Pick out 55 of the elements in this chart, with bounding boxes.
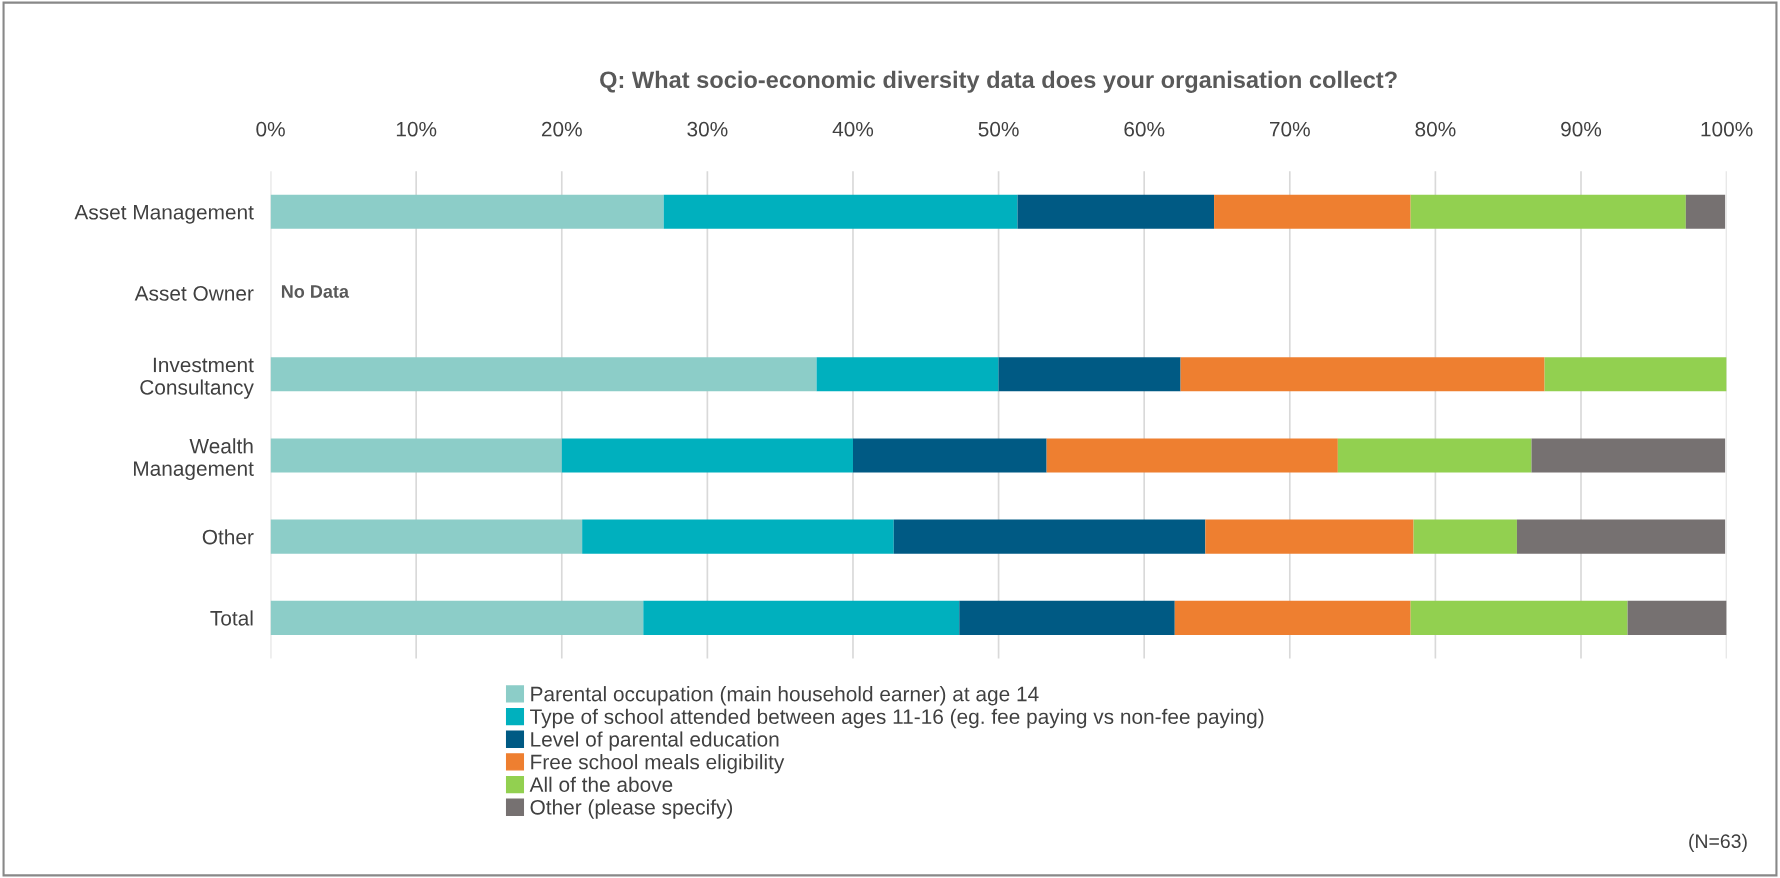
legend-label: Free school meals eligibility [531, 754, 785, 774]
x-tick-label: 0% [256, 121, 285, 137]
x-tick-label: 80% [1415, 121, 1456, 137]
bar [1410, 194, 1686, 229]
bar [852, 438, 1047, 473]
text: (N=63) [1689, 833, 1747, 852]
bar [270, 194, 664, 229]
bar [270, 519, 583, 554]
y-tick-label: Total [210, 610, 253, 626]
x-tick-label: 100% [1701, 121, 1753, 137]
x-tick-label: 30% [687, 121, 728, 137]
bar [270, 438, 562, 473]
bar [1017, 194, 1215, 229]
bar [959, 600, 1175, 635]
bar [561, 438, 853, 473]
x-tick-label: 90% [1561, 121, 1602, 137]
bar [816, 357, 999, 392]
x-tick-label: 60% [1124, 121, 1165, 137]
legend-label: Other (please specify) [530, 799, 733, 819]
bar [1410, 600, 1628, 635]
bar [663, 194, 1018, 229]
x-tick-label: 50% [978, 121, 1019, 137]
legend-label: Type of school attended between ages 11-16 (eg. fee paying vs non-fee paying) [530, 708, 1264, 729]
annotation: No Data [281, 285, 350, 298]
x-tick-label: 20% [541, 121, 582, 137]
bar [1046, 438, 1338, 473]
bar [893, 519, 1206, 554]
bar [1174, 600, 1411, 635]
x-tick-label: 10% [396, 121, 437, 137]
legend-label: Parental occupation (main household earner) at age 14 [531, 686, 1039, 706]
bar [1544, 357, 1727, 392]
y-tick-label: Wealth Management [134, 438, 254, 481]
bar [1214, 194, 1411, 229]
bar [1685, 194, 1726, 229]
y-tick-label: Investment Consultancy [140, 357, 254, 399]
y-tick-label: Asset Management [74, 205, 254, 224]
y-tick-label: Asset Owner [134, 286, 254, 301]
bar [270, 357, 817, 392]
chart-title: Q: What socio-economic diversity data does your organisation collect? [600, 70, 1397, 93]
bar [1337, 438, 1532, 473]
x-tick-label: 40% [832, 121, 874, 137]
bar [1205, 519, 1414, 554]
legend-label: All of the above [529, 776, 673, 793]
legend-label: Level of parental education [531, 731, 779, 751]
bar [1531, 438, 1726, 473]
y-tick-label: Other [202, 529, 254, 545]
bar [1627, 600, 1727, 635]
bar [1180, 357, 1545, 392]
bar [998, 357, 1181, 392]
bar [1516, 519, 1726, 554]
bar [582, 519, 894, 554]
bar [643, 600, 960, 635]
x-tick-label: 70% [1270, 121, 1310, 137]
bar [1413, 519, 1517, 554]
bar [270, 600, 644, 635]
